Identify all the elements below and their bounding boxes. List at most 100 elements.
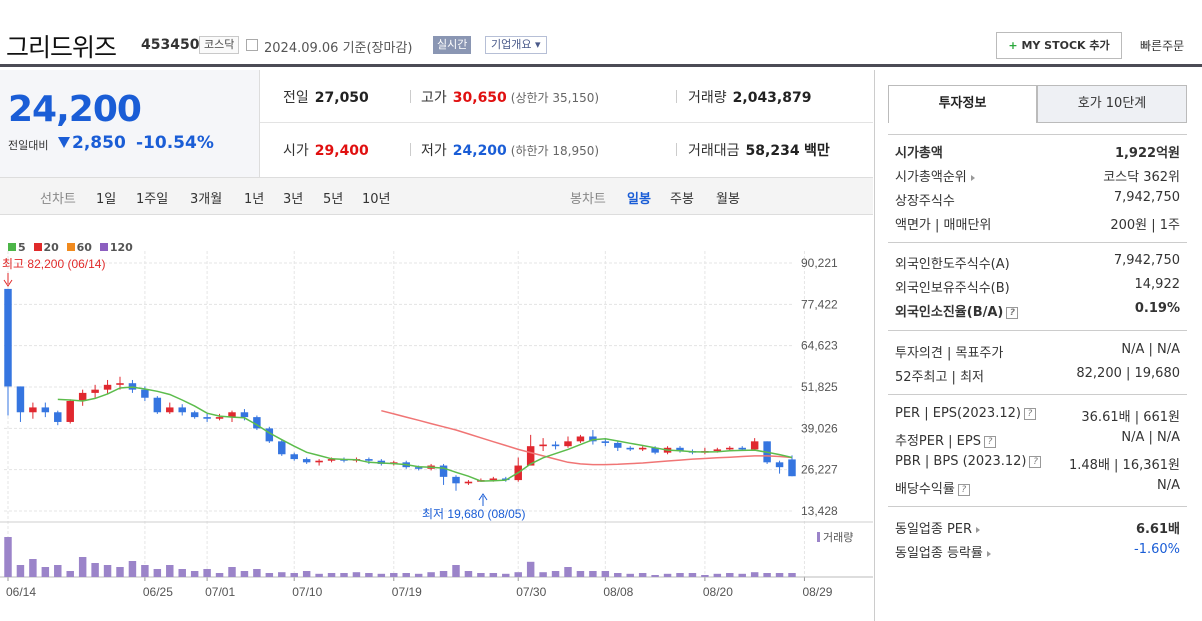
tab-1y[interactable]: 1년	[244, 192, 265, 207]
volume-bar	[103, 565, 112, 577]
high-label: 고가	[421, 90, 447, 106]
tab-daily[interactable]: 일봉	[627, 192, 651, 207]
ma60-label: 60	[76, 241, 92, 254]
trade-volume: 거래량 2,043,879	[688, 87, 811, 107]
tab-3y[interactable]: 3년	[283, 192, 304, 207]
volume-bar	[16, 565, 25, 577]
x-tick-label: 07/19	[392, 585, 422, 599]
high-annotation: 최고 82,200 (06/14)	[2, 257, 105, 271]
help-icon[interactable]: ?	[1023, 407, 1036, 420]
volume-bar	[427, 572, 435, 577]
volume-bar	[402, 573, 410, 577]
candle	[78, 392, 87, 401]
candle	[564, 441, 572, 447]
info-row-52week: 52주최고 | 최저 82,200 | 19,680	[895, 366, 1180, 385]
volume-label: 거래량	[823, 531, 853, 544]
info-row-market-cap: 시가총액 1,922억원	[895, 146, 1180, 161]
candle	[327, 459, 336, 461]
ma5-label: 5	[18, 241, 26, 254]
help-icon[interactable]: ?	[983, 435, 996, 448]
low-price: 저가 24,200 (하한가 18,950)	[421, 140, 599, 160]
volume-bar	[489, 573, 498, 577]
calendar-icon	[246, 39, 258, 51]
volume-bar	[526, 561, 535, 577]
ma60-swatch	[66, 243, 75, 251]
candle	[551, 444, 560, 447]
candle	[29, 407, 37, 413]
info-row-industry-change: 동일업종 등락률 -1.60%	[895, 542, 1180, 561]
prev-close-label: 전일	[283, 90, 309, 106]
volume-bar	[253, 569, 261, 577]
tab-1d[interactable]: 1일	[96, 192, 117, 207]
trade-amount: 거래대금 58,234 백만	[688, 140, 830, 160]
company-overview-dropdown[interactable]: 기업개요 ▾	[485, 36, 547, 54]
tab-weekly[interactable]: 주봉	[670, 192, 694, 207]
volume-bar	[688, 573, 697, 577]
info-row-est-per: 추정PER | EPS? N/A | N/A	[895, 430, 1180, 449]
volume-bar	[215, 573, 224, 577]
tab-3m[interactable]: 3개월	[190, 192, 223, 207]
volume-value: 2,043,879	[732, 90, 812, 106]
candle	[290, 454, 298, 460]
volume-bar	[78, 557, 87, 577]
add-my-stock-label: MY STOCK 추가	[1021, 39, 1110, 52]
tab-10y[interactable]: 10년	[362, 192, 391, 207]
candle	[365, 459, 373, 461]
candle	[166, 407, 174, 413]
ma-legend: 5 20 60 120	[8, 241, 133, 254]
ma20-line	[381, 409, 793, 466]
quick-order-button[interactable]: 빠른주문	[1140, 39, 1185, 53]
volume-bar	[141, 565, 149, 577]
add-my-stock-button[interactable]: + MY STOCK 추가	[996, 32, 1122, 59]
price-chart[interactable]: 90,221 77,422 64,623 51,825 39,026 26,227 13,4…	[0, 216, 873, 621]
tab-order-book[interactable]: 호가 10단계	[1037, 85, 1187, 123]
open-label: 시가	[283, 143, 309, 159]
tab-5y[interactable]: 5년	[323, 192, 344, 207]
realtime-button[interactable]: 실시간	[433, 36, 472, 54]
candle	[215, 417, 224, 419]
candle	[452, 476, 460, 484]
x-tick-label: 06/25	[143, 585, 173, 599]
volume-bar	[352, 572, 361, 577]
tab-1w[interactable]: 1주일	[136, 192, 169, 207]
volume-bar	[676, 573, 684, 577]
candle	[414, 467, 423, 469]
volume-bar	[340, 573, 348, 577]
volume-bar	[327, 573, 336, 577]
volume-bar	[365, 573, 373, 577]
candle	[576, 436, 585, 442]
help-icon[interactable]: ?	[1029, 455, 1042, 468]
prev-close: 전일 27,050	[283, 87, 369, 107]
volume-bar	[763, 573, 771, 577]
candle	[589, 436, 597, 442]
candle	[439, 465, 448, 477]
candle	[228, 412, 236, 418]
amount-unit: 백만	[804, 143, 830, 159]
help-icon[interactable]: ?	[957, 483, 970, 496]
info-row-foreign-limit: 외국인한도주식수(A) 7,942,750	[895, 253, 1180, 272]
volume-bar	[514, 572, 522, 577]
lower-limit: (하한가 18,950)	[510, 144, 600, 158]
volume-bar	[128, 561, 137, 577]
candle	[278, 441, 286, 455]
candle	[302, 459, 311, 463]
candle	[116, 383, 124, 385]
high-value: 30,650	[452, 90, 507, 106]
volume-label: 거래량	[688, 90, 727, 106]
volume-bar	[66, 571, 74, 577]
volume-bar	[377, 573, 386, 577]
info-row-pbr-bps: PBR | BPS (2023.12)? 1.48배 | 16,361원	[895, 454, 1180, 473]
high-arrowhead	[3, 279, 13, 287]
tab-investment-info[interactable]: 투자정보	[888, 85, 1037, 123]
help-icon[interactable]: ?	[1006, 306, 1019, 319]
chevron-right-icon	[970, 174, 975, 181]
volume-bar	[91, 563, 99, 577]
volume-bar	[4, 537, 12, 577]
candle	[91, 389, 99, 393]
amount-label: 거래대금	[688, 143, 740, 159]
y-tick-label: 51,825	[801, 380, 838, 394]
tab-monthly[interactable]: 월봉	[716, 192, 740, 207]
volume-bar	[54, 565, 62, 577]
candle	[464, 481, 473, 484]
x-tick-label: 07/30	[516, 585, 546, 599]
